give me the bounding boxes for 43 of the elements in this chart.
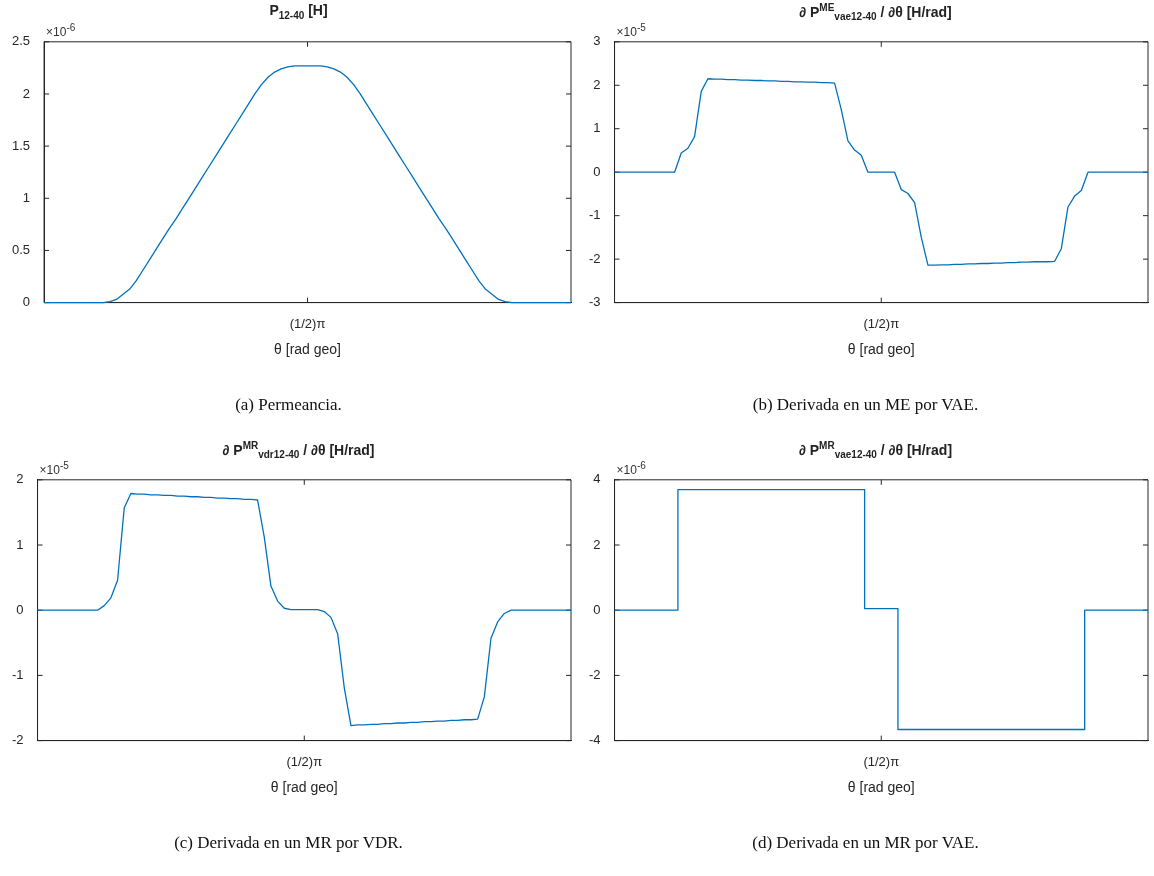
x-axis-title: θ [rad geo] (847, 779, 915, 796)
text: (a) Permeancia. (234, 395, 343, 415)
x-axis-title: θ [rad geo] (270, 779, 338, 796)
y-tick-label: 2 (593, 76, 601, 92)
y-tick-label: -1 (589, 207, 601, 223)
text: ×10$^{-6}$ (46, 21, 76, 39)
text: ×10$^{-5}$ (39, 459, 69, 477)
y-tick-label: 0.5 (11, 242, 31, 258)
y-tick-label: 2 (593, 536, 601, 552)
chart-title: P$_{12-40}$ [H] (268, 2, 329, 21)
y-tick-label: 1 (22, 189, 31, 205)
text: (b) Derivada en un ME por VAE. (751, 395, 980, 415)
x-axis-title: θ [rad geo] (274, 341, 341, 358)
chart-title: ∂ P$^{ME}$$_{vae12-40}$ / ∂θ [H/rad] (798, 2, 953, 23)
y-tick-label: 0 (16, 601, 24, 617)
y-tick-label: -3 (589, 294, 601, 310)
chart-title: ∂ P$^{MR}$$_{vae12-40}$ / ∂θ [H/rad] (797, 440, 954, 461)
y-tick-label: -2 (589, 666, 601, 682)
y-tick-label: 1.5 (11, 137, 31, 153)
text: ×10$^{-6}$ (616, 459, 646, 477)
y-tick-label: 2.5 (11, 33, 31, 49)
y-tick-label: 1 (593, 120, 601, 136)
y-tick-label: 2 (22, 85, 31, 101)
y-tick-label: -2 (12, 732, 24, 748)
text: ×10$^{-5}$ (616, 21, 646, 39)
x-tick-label: (1/2)π (286, 753, 323, 769)
x-axis-title: θ [rad geo] (847, 341, 915, 358)
y-tick-label: 3 (593, 33, 601, 49)
text: (c) Derivada en un MR por VDR. (173, 833, 404, 853)
y-tick-label: -2 (589, 250, 601, 266)
y-tick-label: -1 (12, 666, 24, 682)
x-tick-label: (1/2)π (863, 753, 900, 769)
x-tick-label: (1/2)π (863, 315, 900, 331)
y-tick-label: 0 (593, 163, 601, 179)
text: (d) Derivada en un MR por VAE. (751, 833, 980, 853)
x-tick-label: (1/2)π (289, 315, 326, 331)
y-tick-label: 2 (16, 471, 24, 487)
y-tick-label: -4 (589, 732, 601, 748)
y-tick-label: 0 (22, 294, 31, 310)
chart-title: ∂ P$^{MR}$$_{vdr12-40}$ / ∂θ [H/rad] (221, 440, 376, 461)
y-tick-label: 4 (593, 471, 601, 487)
y-tick-label: 1 (16, 536, 24, 552)
y-tick-label: 0 (593, 601, 601, 617)
